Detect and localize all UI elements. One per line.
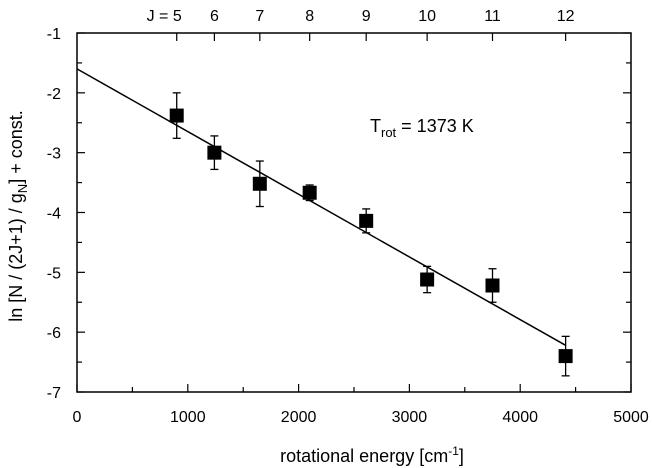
top-tick-label: 9 bbox=[362, 8, 371, 25]
y-tick-label: -3 bbox=[47, 146, 61, 163]
data-point bbox=[485, 278, 500, 293]
top-tick-label: 8 bbox=[305, 8, 314, 25]
trot-annotation: Trot = 1373 K bbox=[370, 116, 474, 140]
top-tick-label: 11 bbox=[484, 8, 501, 25]
y-tick-label: -5 bbox=[47, 265, 61, 282]
y-tick-label: -6 bbox=[47, 325, 61, 342]
data-point bbox=[558, 349, 573, 364]
x-tick-label: 3000 bbox=[392, 409, 428, 426]
x-axis-title: rotational energy [cm-1] bbox=[280, 444, 464, 466]
x-axis: 0 1000 2000 3000 4000 5000 bbox=[73, 384, 649, 426]
y-tick-label: -2 bbox=[47, 86, 61, 103]
plot-frame bbox=[76, 32, 632, 393]
y-axis: -1 -2 -3 -4 -5 -6 -7 bbox=[47, 26, 631, 402]
data-points bbox=[169, 92, 573, 377]
top-tick-label: J = 5 bbox=[147, 8, 182, 25]
top-axis-j-labels: J = 5 6 7 8 9 10 11 12 bbox=[147, 8, 575, 41]
data-point bbox=[302, 185, 317, 200]
top-tick-label: 6 bbox=[210, 8, 219, 25]
data-point bbox=[169, 108, 184, 123]
top-tick-label: 12 bbox=[557, 8, 575, 25]
fit-line-group bbox=[76, 68, 566, 346]
plot-border bbox=[76, 32, 632, 393]
y-tick-label: -1 bbox=[47, 26, 61, 43]
data-point bbox=[359, 213, 374, 228]
x-tick-label: 5000 bbox=[613, 409, 649, 426]
y-axis-title: ln [N / (2J+1) / gN] + const. bbox=[6, 110, 30, 322]
top-tick-label: 7 bbox=[255, 8, 264, 25]
data-point bbox=[420, 272, 435, 287]
data-point bbox=[207, 145, 222, 160]
y-tick-label: -7 bbox=[47, 385, 61, 402]
top-tick-label: 10 bbox=[418, 8, 436, 25]
y-tick-label: -4 bbox=[47, 206, 61, 223]
fit-line bbox=[76, 68, 566, 346]
x-tick-label: 4000 bbox=[502, 409, 538, 426]
x-tick-label: 2000 bbox=[281, 409, 317, 426]
x-tick-label: 0 bbox=[73, 409, 82, 426]
x-tick-label: 1000 bbox=[170, 409, 206, 426]
data-point bbox=[252, 176, 267, 191]
